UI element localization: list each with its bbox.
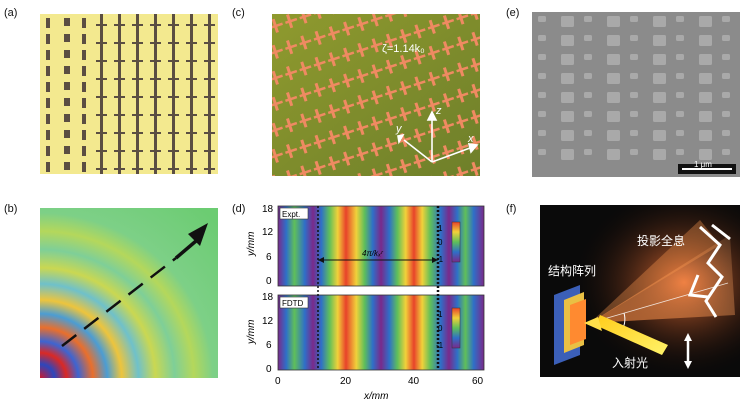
arrow-head-icon xyxy=(188,223,208,246)
panel-c-image: ζ=1.14k₀ z y x xyxy=(272,14,480,176)
axes-triad-icon xyxy=(397,110,479,163)
cbar-bot-tick-1: 1 xyxy=(438,310,443,319)
sem-image-svg: 1 μm xyxy=(532,12,740,177)
expt-field-map xyxy=(278,206,484,286)
hologram-schematic: θ 投影全息 结构阵列 入射光 xyxy=(540,205,740,377)
axis-z-label: z xyxy=(435,105,442,117)
xtick-20: 20 xyxy=(340,376,352,387)
top-ytick-2: 6 xyxy=(266,252,272,263)
hologram-glyph-icon xyxy=(687,223,731,318)
panel-e-sem: 1 μm xyxy=(532,12,740,177)
field-map-svg xyxy=(40,208,218,378)
fdtd-field-map xyxy=(278,295,484,370)
panel-f-schematic: θ 投影全息 结构阵列 入射光 xyxy=(540,205,740,377)
bot-ytick-2: 6 xyxy=(266,340,272,351)
span-label: 4π/kₓʳ xyxy=(362,249,384,258)
xtick-0: 0 xyxy=(275,376,281,387)
top-ytick-0: 18 xyxy=(262,204,274,215)
xtick-60: 60 xyxy=(472,376,484,387)
incident-text: 入射光 xyxy=(612,355,648,370)
bot-ylabel: y/mm xyxy=(246,320,257,345)
panel-b-label: (b) xyxy=(4,203,18,215)
projection-beam xyxy=(590,235,735,323)
decay-annotation: ζ=1.14k₀ xyxy=(382,43,425,55)
panel-a-label: (a) xyxy=(4,7,18,19)
panel-d-label: (d) xyxy=(232,203,246,215)
structure-array-icon xyxy=(554,285,586,365)
metasurface-top-view xyxy=(40,14,218,174)
array-text: 结构阵列 xyxy=(548,263,596,278)
incident-beam xyxy=(595,315,668,355)
bot-ytick-1: 12 xyxy=(262,316,274,327)
colorbar-top xyxy=(451,221,461,263)
hologram-text: 投影全息 xyxy=(637,233,685,248)
top-ylabel: y/mm xyxy=(246,232,257,257)
top-ytick-3: 0 xyxy=(266,276,272,287)
bot-ytick-0: 18 xyxy=(262,292,274,303)
bot-ytick-3: 0 xyxy=(266,364,272,375)
colorbar-bottom xyxy=(451,307,461,349)
top-ytick-1: 12 xyxy=(262,227,274,238)
xtick-40: 40 xyxy=(408,376,420,387)
xlabel: x/mm xyxy=(363,391,388,402)
panel-a-image xyxy=(40,14,218,174)
panel-b-field-map xyxy=(40,208,218,378)
panel-c-label: (c) xyxy=(232,7,245,19)
metasurface-perspective: ζ=1.14k₀ z y x xyxy=(272,14,480,176)
cbar-top-tick-m1: -1 xyxy=(436,255,444,264)
expt-tag: Expt. xyxy=(282,210,300,219)
scalebar-label: 1 μm xyxy=(694,160,712,169)
panel-d-plots: Expt. 1 0 -1 4π/kₓʳ 18 12 6 0 y/mm FDTD … xyxy=(240,200,490,406)
panel-f-label: (f) xyxy=(506,203,517,215)
field-plots-svg: Expt. 1 0 -1 4π/kₓʳ 18 12 6 0 y/mm FDTD … xyxy=(246,204,485,402)
axis-x-label: x xyxy=(467,133,474,145)
propagation-line xyxy=(61,257,177,347)
cbar-top-tick-1: 1 xyxy=(438,224,443,233)
cbar-top-tick-0: 0 xyxy=(438,238,443,247)
cbar-bot-tick-m1: -1 xyxy=(436,341,444,350)
fdtd-tag: FDTD xyxy=(282,299,304,308)
axis-y-label: y xyxy=(395,123,403,135)
panel-e-label: (e) xyxy=(506,7,520,19)
cbar-bot-tick-0: 0 xyxy=(438,324,443,333)
